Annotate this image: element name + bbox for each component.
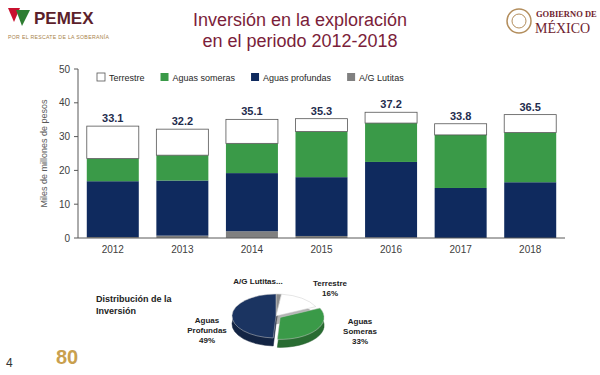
title: Inversión en la exploración [193, 10, 407, 30]
pie-label: AguasSomeras [343, 317, 377, 336]
bar-segment [435, 188, 487, 238]
gov-text: GOBIERNO DE [536, 9, 597, 19]
y-tick [74, 102, 78, 103]
legend-label: Aguas someras [173, 73, 236, 83]
bar-segment [226, 173, 278, 231]
title: en el periodo 2012-2018 [202, 31, 397, 51]
bar-segment [87, 159, 139, 182]
pie-slice [277, 308, 324, 339]
bar-segment [87, 181, 139, 237]
logo-shape [16, 10, 30, 26]
bar-segment [156, 155, 208, 180]
pie-label-line: A/G Lutitas... [233, 277, 282, 286]
y-tick-label: 10 [59, 199, 71, 210]
y-tick-label: 30 [59, 131, 71, 142]
y-tick [74, 238, 78, 239]
bar-segment [156, 129, 208, 155]
bar-segment [226, 119, 278, 143]
badge: 80 [56, 346, 78, 368]
y-tick-label: 50 [59, 64, 71, 75]
legend-swatch [97, 73, 105, 81]
x-tick-label: 2012 [102, 244, 125, 255]
y-axis [78, 69, 79, 238]
legend-label: Terrestre [109, 73, 145, 83]
bar-segment [435, 135, 487, 188]
page: {"header": {"title": ["Inversión en la e… [0, 0, 600, 375]
bar-segment [296, 132, 348, 178]
bar-segment [504, 133, 556, 183]
legend-swatch [161, 73, 169, 81]
pie-label: AguasProfundas [187, 316, 227, 335]
legend-label: Aguas profundas [263, 73, 332, 83]
pie-value-label: 33% [352, 337, 368, 346]
pie-label-line: Someras [343, 327, 377, 336]
slide: PEMEX POR EL RESCATE DE LA SOBERANÍA Inver… [0, 0, 600, 375]
total-label: 36.5 [520, 101, 541, 113]
x-tick-label: 2015 [310, 244, 333, 255]
total-label: 37.2 [380, 98, 401, 110]
bar-segment [156, 181, 208, 236]
y-tick [74, 69, 78, 70]
y-tick-label: 40 [59, 97, 71, 108]
y-tick [74, 170, 78, 171]
legend: Terrestre Aguas someras Aguas profundas A/G… [97, 73, 404, 83]
pie-label-line: Aguas [195, 316, 220, 325]
x-tick-label: 2018 [519, 244, 542, 255]
x-tick-label: 2013 [171, 244, 194, 255]
x-tick-label: 2014 [241, 244, 264, 255]
bar-segment [504, 115, 556, 133]
bar-segment [296, 177, 348, 236]
logo-icon [8, 8, 30, 26]
x-tick-label: 2016 [380, 244, 403, 255]
total-label: 32.2 [172, 115, 193, 127]
pie-slice [232, 294, 276, 338]
pie-title: Distribución de la [96, 294, 173, 304]
pie-label: A/G Lutitas... [233, 277, 282, 286]
bar-segment [504, 182, 556, 238]
total-label: 35.3 [311, 105, 332, 117]
bars [87, 112, 556, 238]
y-tick [74, 136, 78, 137]
bar-segment [435, 124, 487, 135]
logo-text: PEMEX [34, 9, 94, 28]
pie-label: Terrestre [313, 279, 348, 288]
pie-label-line: Terrestre [313, 279, 348, 288]
x-axis [78, 238, 565, 239]
total-label: 35.1 [241, 105, 262, 117]
legend-swatch [347, 73, 355, 81]
gov-text: MÉXICO [535, 20, 590, 36]
bar-segment [365, 162, 417, 237]
pie-title: Inversión [96, 306, 136, 316]
bar-segment [365, 112, 417, 123]
y-tick-label: 0 [64, 233, 70, 244]
gov-emblem [507, 9, 531, 33]
bar-segment [365, 123, 417, 162]
bar-segment [87, 126, 139, 158]
pie [232, 294, 324, 347]
x-tick-label: 2017 [450, 244, 473, 255]
y-axis-label: Miles de millones de pesos [39, 99, 49, 208]
page-number: 4 [6, 356, 13, 370]
slogan: POR EL RESCATE DE LA SOBERANÍA [8, 34, 109, 40]
pie-value-label: 16% [322, 289, 338, 298]
legend-swatch [251, 73, 259, 81]
bar-segment [296, 119, 348, 132]
pie-label-line: Profundas [187, 326, 227, 335]
bar-segment [226, 143, 278, 173]
total-label: 33.1 [102, 112, 123, 124]
total-label: 33.8 [450, 110, 471, 122]
pie-value-label: 49% [199, 336, 215, 345]
legend-label: A/G Lutitas [359, 73, 404, 83]
y-tick [74, 204, 78, 205]
y-tick-label: 20 [59, 165, 71, 176]
bar-segment [226, 231, 278, 238]
pie-label-line: Aguas [348, 317, 373, 326]
gov-emblem [512, 14, 526, 28]
